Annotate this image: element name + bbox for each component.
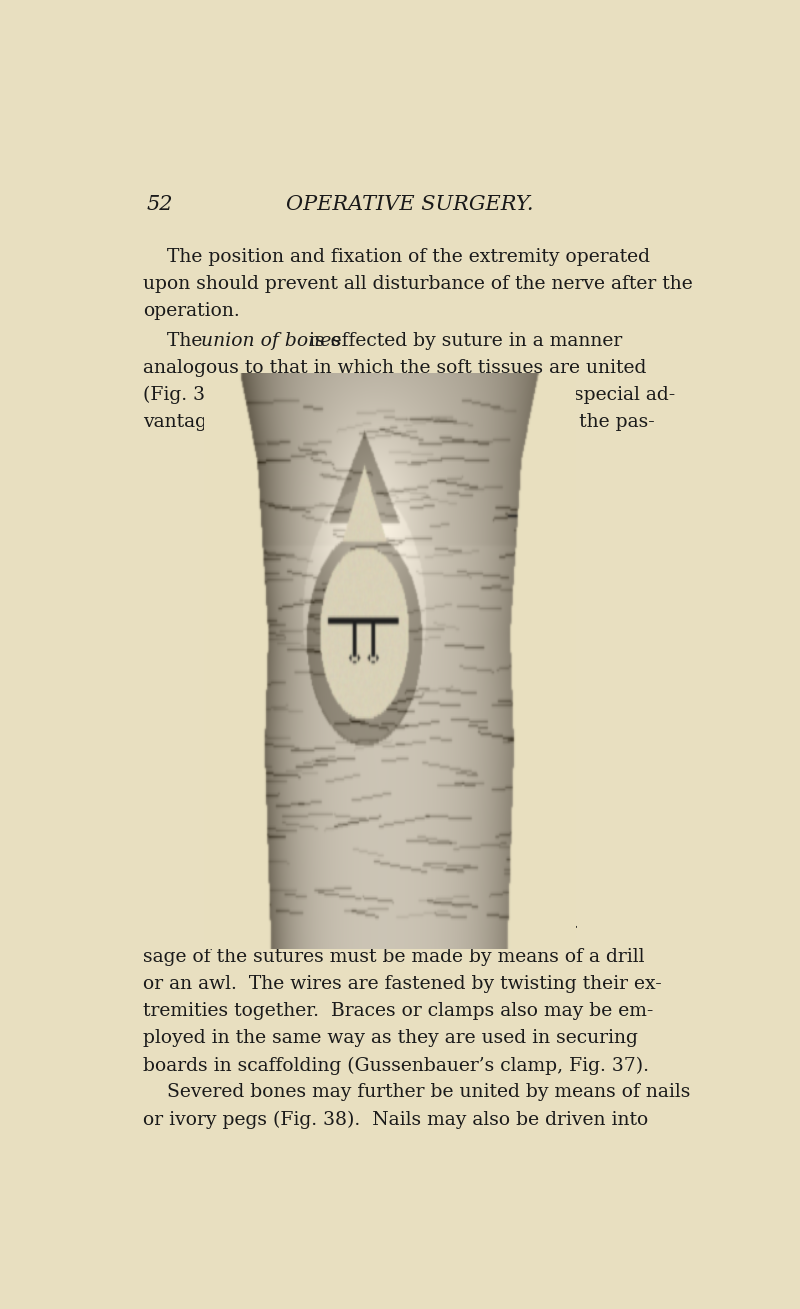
Text: boards in scaffolding (Gussenbauer’s clamp, Fig. 37).: boards in scaffolding (Gussenbauer’s cla… [143,1056,650,1075]
Text: upon should prevent all disturbance of the nerve after the: upon should prevent all disturbance of t… [143,275,693,293]
Text: is effected by suture in a manner: is effected by suture in a manner [303,332,622,350]
Text: The: The [143,332,209,350]
Text: FIG. 36.—Suture of the patella with wire.: FIG. 36.—Suture of the patella with wire… [242,915,578,932]
Text: operation.: operation. [143,302,240,319]
Text: analogous to that in which the soft tissues are united: analogous to that in which the soft tiss… [143,359,646,377]
Text: 52: 52 [146,195,173,215]
Text: OPERATIVE SURGERY.: OPERATIVE SURGERY. [286,195,534,215]
Text: Severed bones may further be united by means of nails: Severed bones may further be united by m… [143,1084,690,1101]
Text: union of bones: union of bones [202,332,342,350]
Text: (Fig. 36), except that wire is employed with especial ad-: (Fig. 36), except that wire is employed … [143,386,676,404]
Text: The position and fixation of the extremity operated: The position and fixation of the extremi… [143,247,650,266]
Text: sage of the sutures must be made by means of a drill: sage of the sutures must be made by mean… [143,948,645,966]
Text: or ivory pegs (Fig. 38).  Nails may also be driven into: or ivory pegs (Fig. 38). Nails may also … [143,1110,649,1128]
Text: or an awl.  The wires are fastened by twisting their ex-: or an awl. The wires are fastened by twi… [143,975,662,994]
Text: tremities together.  Braces or clamps also may be em-: tremities together. Braces or clamps als… [143,1003,654,1020]
Text: vantage as suture-material.  The channels for the pas-: vantage as suture-material. The channels… [143,414,655,431]
Text: ployed in the same way as they are used in securing: ployed in the same way as they are used … [143,1029,638,1047]
